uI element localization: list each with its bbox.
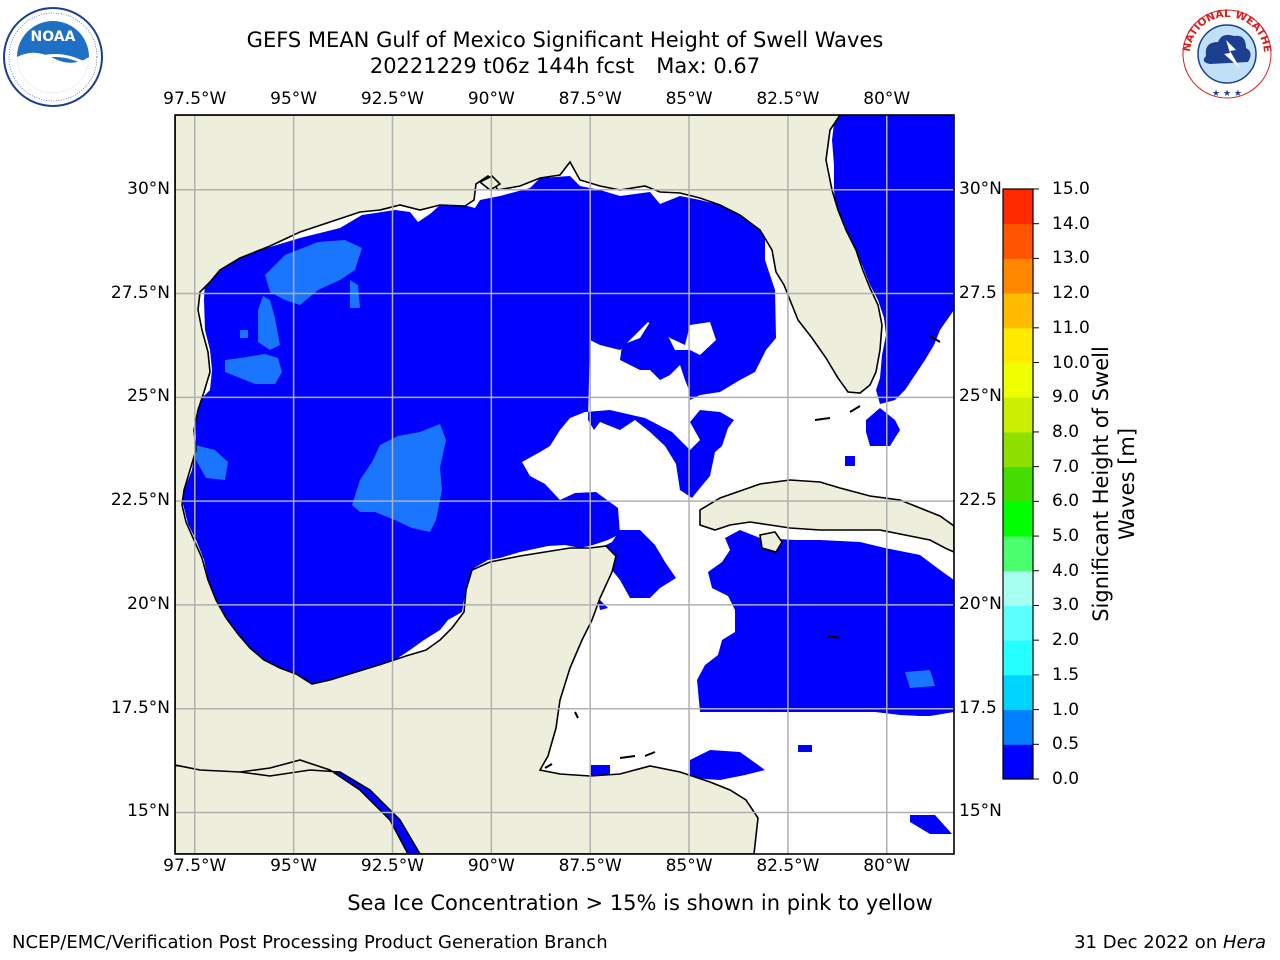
x-tick-label-top: 90°W (467, 89, 515, 109)
svg-text:Waves [m]: Waves [m] (1115, 428, 1139, 540)
colorbar-tick-label: 6.0 (1052, 491, 1080, 512)
colorbar-tick-label: 1.5 (1052, 664, 1080, 685)
svg-text:★ ★ ★: ★ ★ ★ (1212, 89, 1242, 99)
colorbar-tick-label: 5.0 (1052, 526, 1080, 547)
colorbar-bin (1003, 223, 1033, 259)
y-tick-label-left: 25°N (127, 386, 170, 407)
y-tick-label-right: 30°N (959, 178, 1002, 199)
colorbar-tick-label: 10.0 (1052, 352, 1090, 373)
x-tick-label-bottom: 82.5°W (756, 856, 820, 876)
x-tick-label-top: 80°W (863, 89, 911, 109)
x-tick-label-top: 82.5°W (756, 89, 820, 109)
run-info: 20221229 t06z 144h fcst (369, 54, 635, 78)
x-tick-label-bottom: 92.5°W (360, 856, 425, 876)
colorbar (1003, 188, 1039, 780)
svg-text:Significant Height of Swell: Significant Height of Swell (1089, 346, 1113, 622)
y-tick-label-left: 22.5°N (110, 490, 170, 511)
colorbar-bin (1003, 258, 1033, 294)
x-tick-label-bottom: 85°W (665, 856, 713, 876)
chart-subtitle: 20221229 t06z 144h fcst Max: 0.67 (0, 54, 1130, 79)
colorbar-tick-label: 2.0 (1052, 630, 1080, 651)
colorbar-bin (1003, 362, 1033, 398)
y-tick-label-right: 25°N (959, 386, 1002, 407)
colorbar-bin (1003, 536, 1033, 572)
chart-title: GEFS MEAN Gulf of Mexico Significant Hei… (246, 28, 884, 52)
x-tick-label-top: 95°W (270, 89, 318, 109)
colorbar-bin (1003, 431, 1033, 468)
colorbar-bin (1003, 640, 1033, 676)
colorbar-bin (1003, 709, 1033, 745)
y-tick-label-left: 27.5°N (110, 282, 170, 303)
colorbar-frame (1002, 188, 1034, 780)
swell-low-field (175, 115, 954, 854)
colorbar-bin (1003, 397, 1033, 433)
colorbar-tick-label: 3.0 (1052, 595, 1080, 616)
gridlines (175, 115, 954, 854)
colorbar-bin (1003, 744, 1033, 780)
y-tick-label-right: 17.5 (959, 697, 997, 718)
noaa-logo: NOAA (3, 7, 103, 107)
y-tick-label-left: 30°N (127, 178, 170, 199)
colorbar-bin (1003, 293, 1033, 329)
colorbar-tick-label: 15.0 (1052, 179, 1090, 199)
colorbar-bin (1003, 189, 1033, 225)
x-tick-label-top: 97.5°W (163, 89, 227, 109)
footer-date-text: 31 Dec 2022 on (1074, 932, 1223, 953)
colorbar-tick-label: 11.0 (1052, 317, 1090, 338)
land-masses (175, 115, 954, 854)
max-value: Max: 0.67 (656, 54, 761, 78)
x-tick-label-bottom: 80°W (863, 856, 911, 876)
x-tick-label-bottom: 95°W (270, 856, 318, 876)
footer-date: 31 Dec 2022 on Hera (1074, 932, 1266, 953)
map-frame (174, 114, 955, 855)
colorbar-tick-label: 0.0 (1052, 769, 1080, 789)
colorbar-bin (1003, 466, 1033, 502)
y-tick-label-left: 15°N (127, 801, 170, 822)
x-tick-label-bottom: 87.5°W (558, 856, 622, 876)
colorbar-tick-label: 0.5 (1052, 734, 1080, 755)
noaa-logo-text: NOAA (31, 29, 76, 45)
x-tick-label-top: 85°W (665, 89, 713, 109)
colorbar-bin (1003, 570, 1033, 606)
colorbar-bin (1003, 501, 1033, 537)
y-tick-label-right: 20°N (959, 593, 1002, 614)
footer-machine: Hera (1222, 932, 1266, 953)
x-tick-label-top: 92.5°W (360, 89, 425, 109)
islands (544, 335, 941, 769)
x-tick-label-top: 87.5°W (558, 89, 622, 109)
nws-logo: NATIONAL WEATHER SERVICE ★ ★ ★ (1176, 6, 1273, 99)
y-tick-label-right: 27.5 (959, 282, 997, 303)
colorbar-bin (1003, 674, 1033, 711)
colorbar-title-svg: Significant Height of Swell Waves [m] (1089, 346, 1139, 622)
x-tick-label-bottom: 97.5°W (163, 856, 227, 876)
colorbar-bin (1003, 605, 1033, 641)
y-tick-label-left: 20°N (127, 593, 170, 614)
footer-branch: NCEP/EMC/Verification Post Processing Pr… (12, 932, 608, 953)
y-tick-label-right: 22.5 (959, 490, 997, 511)
y-tick-label-right: 15°N (959, 801, 1002, 822)
colorbar-bin (1003, 327, 1033, 364)
colorbar-tick-label: 9.0 (1052, 387, 1080, 408)
colorbar-tick-label: 13.0 (1052, 248, 1090, 269)
colorbar-tick-label: 4.0 (1052, 560, 1080, 581)
colorbar-tick-label: 14.0 (1052, 213, 1090, 234)
y-tick-label-left: 17.5°N (110, 697, 170, 718)
colorbar-tick-label: 12.0 (1052, 283, 1090, 304)
colorbar-tick-label: 8.0 (1052, 421, 1080, 442)
colorbar-tick-label: 7.0 (1052, 456, 1080, 477)
x-tick-label-bottom: 90°W (467, 856, 515, 876)
colorbar-tick-label: 1.0 (1052, 699, 1080, 720)
sea-ice-note: Sea Ice Concentration > 15% is shown in … (347, 891, 933, 915)
